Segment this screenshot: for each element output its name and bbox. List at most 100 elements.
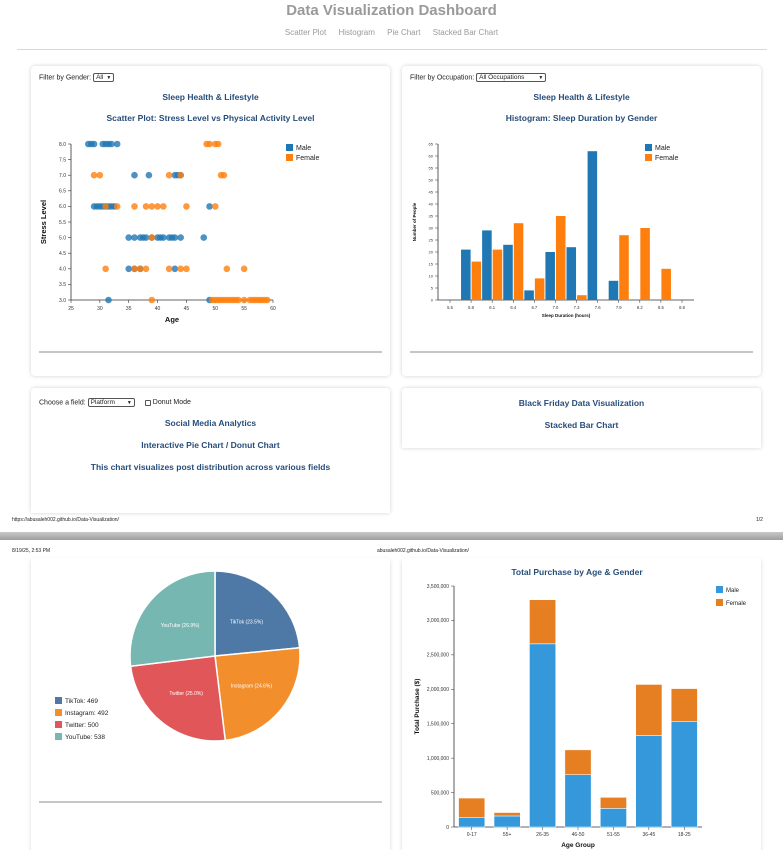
x-tick-label: 7.0	[553, 305, 559, 310]
x-tick-label: 51-55	[607, 832, 620, 838]
female-point	[165, 265, 173, 273]
y-tick-label: 45	[429, 190, 434, 195]
female-point	[142, 265, 150, 273]
legend-swatch	[645, 144, 652, 151]
female-bar	[661, 268, 671, 300]
x-tick-label: 35	[126, 306, 132, 312]
male-point	[113, 140, 121, 148]
legend-swatch	[55, 721, 62, 728]
y-tick-label: 30	[429, 226, 434, 231]
gender-filter-label: Filter by Gender:	[39, 74, 92, 82]
x-tick-label: 18-25	[678, 832, 691, 838]
gender-filter-select[interactable]: All ▼	[93, 73, 115, 82]
y-tick-label: 50	[429, 178, 434, 183]
male-bar	[545, 252, 555, 300]
male-point	[145, 171, 153, 179]
field-chooser-select[interactable]: Platform ▼	[87, 398, 135, 407]
female-point	[131, 265, 138, 273]
female-bar-segment	[635, 684, 663, 736]
male-bar-segment	[458, 817, 486, 828]
nav-histogram[interactable]: Histogram	[338, 28, 375, 37]
chart-title: Total Purchase by Age & Gender	[511, 567, 643, 577]
x-tick-label: 6.4	[510, 305, 516, 310]
x-tick-label: 50	[213, 306, 219, 312]
print-header-url: abusaleh002.github.io/Data-Visualization…	[377, 548, 469, 554]
legend-label: Male	[726, 588, 740, 594]
nav-pie-chart[interactable]: Pie Chart	[387, 28, 421, 37]
female-bar-segment	[458, 797, 486, 818]
nav-scatter-plot[interactable]: Scatter Plot	[284, 28, 327, 37]
legend-label: TikTok: 469	[65, 698, 98, 705]
male-bar-segment	[564, 774, 592, 828]
x-tick-label: 5.8	[468, 305, 474, 310]
pie-slice-instagram	[214, 646, 301, 742]
bar-heading: Black Friday Data Visualization	[518, 398, 645, 408]
occupation-filter-select[interactable]: All Occupations ▼	[476, 73, 547, 82]
y-tick-label: 3,500,000	[427, 584, 449, 590]
female-point	[136, 265, 144, 273]
x-tick-label: 45	[184, 306, 190, 312]
y-tick-label: 20	[429, 250, 434, 255]
male-point	[131, 171, 138, 179]
x-tick-label: 30	[97, 306, 103, 312]
y-tick-label: 15	[429, 262, 434, 267]
pie-slice-tiktok	[214, 570, 301, 657]
female-point	[235, 296, 242, 304]
pie-slice-label: Instagram (24.6%)	[231, 683, 272, 689]
male-point	[171, 234, 179, 241]
pie-slice-youtube	[129, 570, 216, 668]
pie-slice-label: YouTube (26.9%)	[161, 623, 200, 629]
bar-card: Black Friday Data Visualization Stacked …	[402, 388, 761, 448]
bar-subheading: Stacked Bar Chart	[544, 420, 619, 430]
female-bar-segment	[529, 599, 556, 645]
female-point	[148, 296, 156, 304]
male-point	[171, 265, 179, 273]
nav-stacked-bar-chart[interactable]: Stacked Bar Chart	[432, 28, 499, 37]
female-bar	[577, 295, 587, 300]
x-tick-label: 55+	[503, 832, 512, 838]
female-bar-segment	[493, 812, 521, 817]
y-tick-label: 60	[429, 154, 434, 159]
y-tick-label: 5.0	[59, 235, 66, 241]
y-tick-label: 25	[429, 238, 434, 243]
x-axis-label: Sleep Duration (hours)	[542, 313, 591, 318]
x-tick-label: 40	[155, 306, 161, 312]
legend-label: YouTube: 538	[65, 734, 105, 741]
donut-mode-toggle[interactable]: Donut Mode	[144, 399, 191, 406]
male-bar	[461, 249, 471, 300]
y-tick-label: 7.0	[59, 173, 66, 179]
male-bar	[482, 230, 492, 300]
print-footer-url: https://abusaleh002.github.io/Data-Visua…	[12, 517, 119, 523]
legend-swatch	[55, 733, 62, 740]
x-tick-label: 8.8	[679, 305, 685, 310]
x-tick-label: 0-17	[467, 832, 477, 838]
y-tick-label: 6.0	[59, 204, 66, 210]
female-bar	[619, 235, 629, 300]
x-tick-label: 60	[270, 306, 276, 312]
female-point	[131, 203, 138, 210]
male-bar-segment	[529, 643, 556, 828]
female-point	[183, 203, 190, 210]
x-tick-label: 26-35	[536, 832, 549, 838]
female-point	[206, 140, 213, 148]
x-tick-label: 6.7	[531, 305, 537, 310]
male-point	[125, 234, 133, 241]
y-tick-label: 2,000,000	[427, 687, 449, 693]
female-point	[148, 234, 156, 241]
pie-chart: TikTok (23.5%) Instagram (24.6%) Twitter (…	[55, 570, 301, 742]
x-tick-label: 6.1	[489, 305, 495, 310]
histogram-heading: Sleep Health & Lifestyle	[533, 92, 630, 102]
x-tick-label: 7.3	[574, 305, 580, 310]
legend-swatch	[716, 599, 723, 606]
legend-swatch	[286, 154, 293, 161]
chevron-down-icon: ▼	[126, 400, 132, 406]
x-tick-label: 7.9	[616, 305, 622, 310]
male-bar	[608, 280, 619, 300]
male-point	[177, 234, 184, 241]
female-point	[223, 265, 231, 273]
donut-mode-checkbox[interactable]	[144, 399, 151, 406]
male-bar-segment	[493, 815, 521, 828]
legend-label: Twitter: 500	[65, 722, 99, 729]
male-bar	[566, 247, 577, 300]
pie-card-continued: TikTok (23.5%) Instagram (24.6%) Twitter (…	[31, 558, 390, 850]
